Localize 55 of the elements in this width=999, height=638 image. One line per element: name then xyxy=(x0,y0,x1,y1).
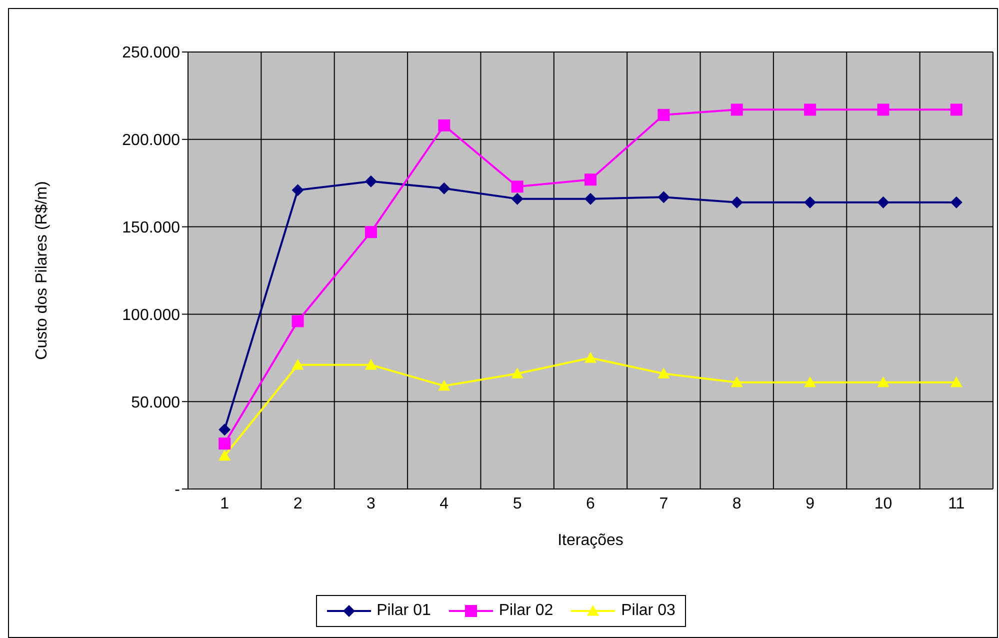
legend-label: Pilar 02 xyxy=(498,602,554,620)
legend-label: Pilar 03 xyxy=(620,602,676,620)
point xyxy=(364,358,377,370)
point xyxy=(438,119,450,132)
point xyxy=(584,192,596,205)
point xyxy=(658,368,670,378)
point xyxy=(364,175,377,188)
y-tick-label: 150.000 xyxy=(122,219,180,236)
y-tick-label: 50.000 xyxy=(131,394,180,412)
x-tick-label: 5 xyxy=(512,495,522,512)
point xyxy=(511,192,524,205)
x-tick-label: 4 xyxy=(440,495,449,512)
point xyxy=(658,108,670,121)
point xyxy=(877,104,890,116)
point xyxy=(950,104,962,116)
x-axis-title: Iterações xyxy=(558,532,624,549)
point xyxy=(364,226,377,238)
point xyxy=(804,196,816,208)
y-tick-label: 200.000 xyxy=(122,132,180,150)
x-tick-label: 1 xyxy=(220,495,230,512)
point xyxy=(218,450,231,461)
point xyxy=(438,182,450,194)
point xyxy=(292,315,304,328)
point xyxy=(438,380,450,391)
point xyxy=(218,438,231,450)
x-tick-label: 7 xyxy=(659,495,668,512)
point xyxy=(584,352,596,363)
point xyxy=(877,376,890,388)
legend-label: Pilar 01 xyxy=(376,602,431,620)
point xyxy=(658,191,670,204)
point xyxy=(292,358,304,370)
point xyxy=(804,376,816,388)
point xyxy=(292,184,304,196)
point xyxy=(804,104,816,116)
point xyxy=(877,196,890,208)
point xyxy=(511,180,524,193)
point xyxy=(950,376,962,388)
y-axis-title: Custo dos Pilares (R$/m) xyxy=(34,181,51,360)
point xyxy=(730,104,743,116)
point xyxy=(730,196,743,208)
x-tick-label: 8 xyxy=(732,495,742,512)
y-tick-label: 100.000 xyxy=(122,306,180,324)
x-tick-label: 3 xyxy=(366,495,376,512)
x-tick-label: 2 xyxy=(293,495,302,512)
point xyxy=(218,424,231,436)
y-tick-label: 250.000 xyxy=(122,44,180,62)
x-tick-label: 10 xyxy=(874,495,892,512)
x-tick-label: 6 xyxy=(586,495,596,512)
x-tick-label: 11 xyxy=(948,495,965,512)
x-tick-label: 9 xyxy=(806,495,815,512)
point xyxy=(511,368,524,378)
y-tick-label: - xyxy=(174,482,180,499)
point xyxy=(730,376,743,388)
point xyxy=(950,196,962,208)
point xyxy=(584,174,596,186)
